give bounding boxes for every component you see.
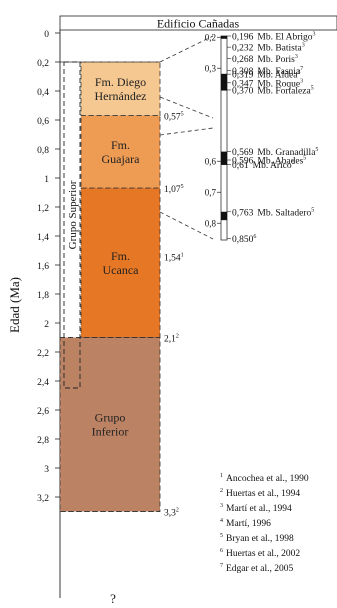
detail-deposit-segment (221, 36, 227, 39)
member-entry: 0,347 Mb. Roque3 (232, 78, 303, 89)
y-tick-label: 0,8 (37, 146, 49, 156)
boundary-age-label: 3,32 (164, 508, 179, 519)
reference-entry: 1 Ancochea et al., 1990 (220, 473, 309, 484)
boundary-age-label: 1,075 (164, 184, 184, 195)
formation-ucanca-label: Ucanca (103, 263, 140, 277)
formation-inferior-label: Grupo (95, 411, 126, 425)
y-tick-label: 3,2 (37, 494, 49, 504)
reference-entry: 4 Martí, 1996 (220, 518, 271, 529)
detail-tick-label: 0,8 (205, 219, 217, 229)
y-tick-label: 0 (44, 30, 49, 40)
detail-tick-label: 0,2 (205, 33, 216, 43)
formation-guajara-label: Guajara (102, 152, 141, 166)
formation-diego-label: Hernández (95, 89, 147, 103)
title-box (59, 15, 337, 31)
reference-entry: 2 Huertas et al., 1994 (220, 488, 300, 499)
y-ticks: 0 0,2 0,4 0,6 0,8 1 1,2 1,4 1,6 1,8 2 2,2 2,4 2,6 2,8 3… (37, 30, 60, 504)
formation-guajara (80, 115, 161, 189)
formation-diego-label: Fm. Diego (95, 75, 146, 89)
formation-columns: Fm. DiegoHernándezFm.GuajaraFm.UcancaGru… (59, 61, 161, 512)
reference-entry: 7 Edgar et al., 2005 (220, 563, 294, 574)
reference-entry: 6 Huertas et al., 2002 (220, 548, 300, 559)
member-entry: 0,196 Mb. El Abrigo3 (232, 32, 316, 43)
reference-entry: 5 Bryan et al., 1998 (220, 533, 294, 544)
boundary-age-label: 2,12 (164, 334, 179, 345)
detail-deposit-segment (221, 73, 227, 91)
y-tick-label: 0,2 (37, 59, 49, 69)
y-tick-label: 1,6 (37, 262, 49, 272)
detail-deposit-segment (221, 151, 227, 165)
formation-guajara-label: Fm. (111, 138, 130, 152)
member-entry: 0,232 Mb. Batista3 (232, 43, 305, 54)
detail-tick-label: 0,7 (205, 188, 217, 198)
y-tick-label: 3 (44, 465, 49, 475)
member-entry: 0,569 Mb. Granadilla5 (232, 147, 318, 158)
detail-tick-label: 0,3 (205, 64, 217, 74)
member-entry: 0,763 Mb. Saltadero5 (232, 207, 314, 218)
group-superior-bracket (63, 61, 81, 389)
y-tick-label: 2,2 (37, 349, 49, 359)
y-tick-label: 2 (44, 320, 49, 330)
member-entry: 0,268 Mb. Poris3 (232, 54, 298, 65)
y-axis-label: Edad (Ma) (7, 277, 22, 333)
y-tick-label: 1,4 (37, 233, 49, 243)
y-tick-label: 1,8 (37, 291, 49, 301)
member-entry: 0,370 Mb. Fortaleza5 (232, 85, 314, 96)
diagram-title: Edificio Cañadas (157, 17, 240, 31)
member-entry: 0,596 Mb. Abades5 (232, 156, 306, 167)
detail-column-box (220, 35, 228, 241)
detail-column: 0,2 0,3 0,6 0,7 0,8 (205, 33, 228, 241)
detail-connectors (159, 35, 214, 240)
formation-inferior (59, 337, 161, 512)
y-tick-label: 0,6 (37, 117, 49, 127)
reference-entry: 3 Martí et al., 1994 (220, 503, 292, 514)
member-entry: 0,319 Mb. Aldea3 (232, 70, 300, 81)
y-tick-label: 2,4 (37, 378, 49, 388)
y-tick-label: 1,2 (37, 204, 49, 214)
y-tick-label: 2,8 (37, 436, 49, 446)
member-entry: 0,61 Mb. Arico5 (232, 160, 295, 171)
formation-ucanca (80, 187, 161, 338)
y-tick-label: 2,6 (37, 407, 49, 417)
y-tick-label: 0,4 (37, 88, 49, 98)
member-entry: 0,8506 (232, 234, 256, 245)
detail-deposit-segment (221, 211, 227, 221)
y-tick-label: 1 (44, 175, 49, 185)
boundary-age-labels: 0,575 1,075 1,541 2,12 3,32 (164, 112, 184, 519)
boundary-age-label: 0,575 (164, 112, 184, 123)
member-entry: 0,308 Mb. Fasnia7 (232, 66, 303, 77)
group-superior-label: Grupo Superior (67, 180, 79, 249)
boundary-age-label: 1,541 (164, 252, 184, 263)
detail-tick-label: 0,6 (205, 157, 217, 167)
references-list: 1 Ancochea et al., 1990 2 Huertas et al., 1… (220, 473, 309, 574)
bottom-question-mark: ? (110, 591, 116, 603)
formation-ucanca-label: Fm. (111, 249, 130, 263)
formation-inferior-label: Inferior (92, 425, 129, 439)
